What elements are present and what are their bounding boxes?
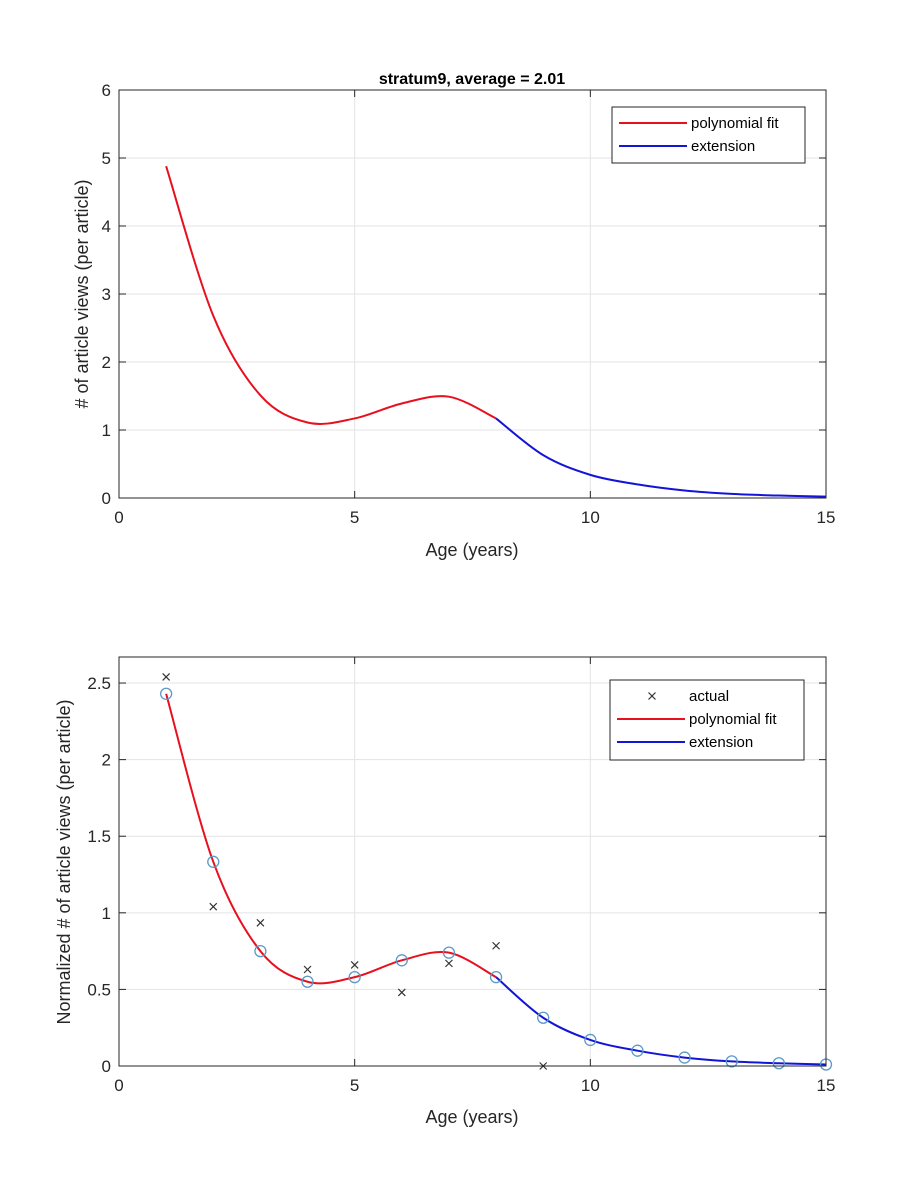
x-tick-label: 15 <box>817 1076 836 1095</box>
marker-stroke <box>397 988 406 997</box>
y-tick-label: 0 <box>102 1057 111 1076</box>
y-tick-label: 0.5 <box>87 980 111 999</box>
fit-point-marker <box>678 1051 691 1064</box>
marker-stroke <box>162 672 171 681</box>
x-tick-label: 5 <box>350 1076 359 1095</box>
actual-point-marker <box>256 918 265 927</box>
legend-box <box>611 106 806 164</box>
x-tick-label: 10 <box>581 508 600 527</box>
fit-point-marker <box>442 946 456 959</box>
legend: actual polynomial fit extension <box>609 679 805 761</box>
x-tick-label: 5 <box>350 508 359 527</box>
legend-label: extension <box>691 138 755 155</box>
actual-point-marker <box>209 902 218 911</box>
series-line-extension <box>495 417 827 498</box>
y-tick-label: 1.5 <box>87 827 111 846</box>
y-tick-label: 5 <box>102 149 111 168</box>
chart-title: stratum9, average = 2.01 <box>379 71 565 88</box>
legend-item: polynomial fit <box>619 115 779 132</box>
actual-point-marker <box>162 672 171 681</box>
y-axis-label: Normalized # of article views (per artic… <box>54 699 74 1024</box>
y-tick-label: 6 <box>102 81 111 100</box>
legend: polynomial fit extension <box>611 106 806 164</box>
legend-item: polynomial fit <box>617 711 777 728</box>
fit-point-marker <box>584 1033 597 1047</box>
series-line-extension <box>495 976 827 1066</box>
chart-top: stratum9, average = 2.01 Age (years) # o… <box>72 71 835 560</box>
series-line-polynomial-fit <box>165 165 497 425</box>
y-tick-label: 2 <box>102 751 111 770</box>
fit-point-marker <box>395 954 408 967</box>
fit-point-marker <box>301 975 314 988</box>
x-axis-label: Age (years) <box>425 540 518 560</box>
x-tick-label: 15 <box>817 508 836 527</box>
fit-point-marker <box>631 1044 644 1057</box>
marker-stroke <box>492 941 500 950</box>
legend-item: extension <box>617 734 753 751</box>
fit-point-marker <box>489 971 503 984</box>
x-tick-label: 10 <box>581 1076 600 1095</box>
marker-stroke <box>256 918 265 927</box>
fit-point-marker <box>254 944 267 958</box>
marker-stroke <box>209 902 218 911</box>
actual-point-marker <box>303 965 312 974</box>
legend-label: polynomial fit <box>689 711 777 728</box>
fit-point-marker <box>159 687 173 700</box>
y-tick-label: 3 <box>102 285 111 304</box>
fit-point-marker <box>772 1057 786 1070</box>
legend-label: extension <box>689 734 753 751</box>
y-axis-label: # of article views (per article) <box>72 179 92 408</box>
y-tick-label: 2 <box>102 353 111 372</box>
marker-stroke <box>350 960 359 969</box>
y-tick-label: 4 <box>102 217 111 236</box>
fit-point-marker <box>537 1011 550 1024</box>
y-tick-label: 1 <box>102 904 111 923</box>
actual-point-marker <box>397 988 406 997</box>
actual-point-marker <box>492 941 500 950</box>
fit-point-marker <box>725 1055 738 1068</box>
chart-bottom: Age (years) Normalized # of article view… <box>54 656 836 1127</box>
legend-item: extension <box>619 138 755 155</box>
marker-stroke <box>445 959 453 968</box>
legend-marker-x <box>648 692 656 700</box>
fit-point-marker <box>348 971 361 984</box>
marker-stroke <box>303 965 312 974</box>
actual-point-marker <box>350 960 359 969</box>
y-tick-label: 1 <box>102 421 111 440</box>
legend-item: actual <box>648 688 729 705</box>
y-tick-label: 2.5 <box>87 674 111 693</box>
fit-point-marker <box>207 855 220 868</box>
legend-label: actual <box>689 688 729 705</box>
legend-label: polynomial fit <box>691 115 779 132</box>
axes-box <box>118 656 827 1067</box>
x-tick-label: 0 <box>114 508 123 527</box>
y-tick-label: 0 <box>102 489 111 508</box>
series-line-polynomial-fit <box>165 693 497 985</box>
x-tick-label: 0 <box>114 1076 123 1095</box>
x-axis-label: Age (years) <box>425 1107 518 1127</box>
actual-point-marker <box>445 959 453 968</box>
